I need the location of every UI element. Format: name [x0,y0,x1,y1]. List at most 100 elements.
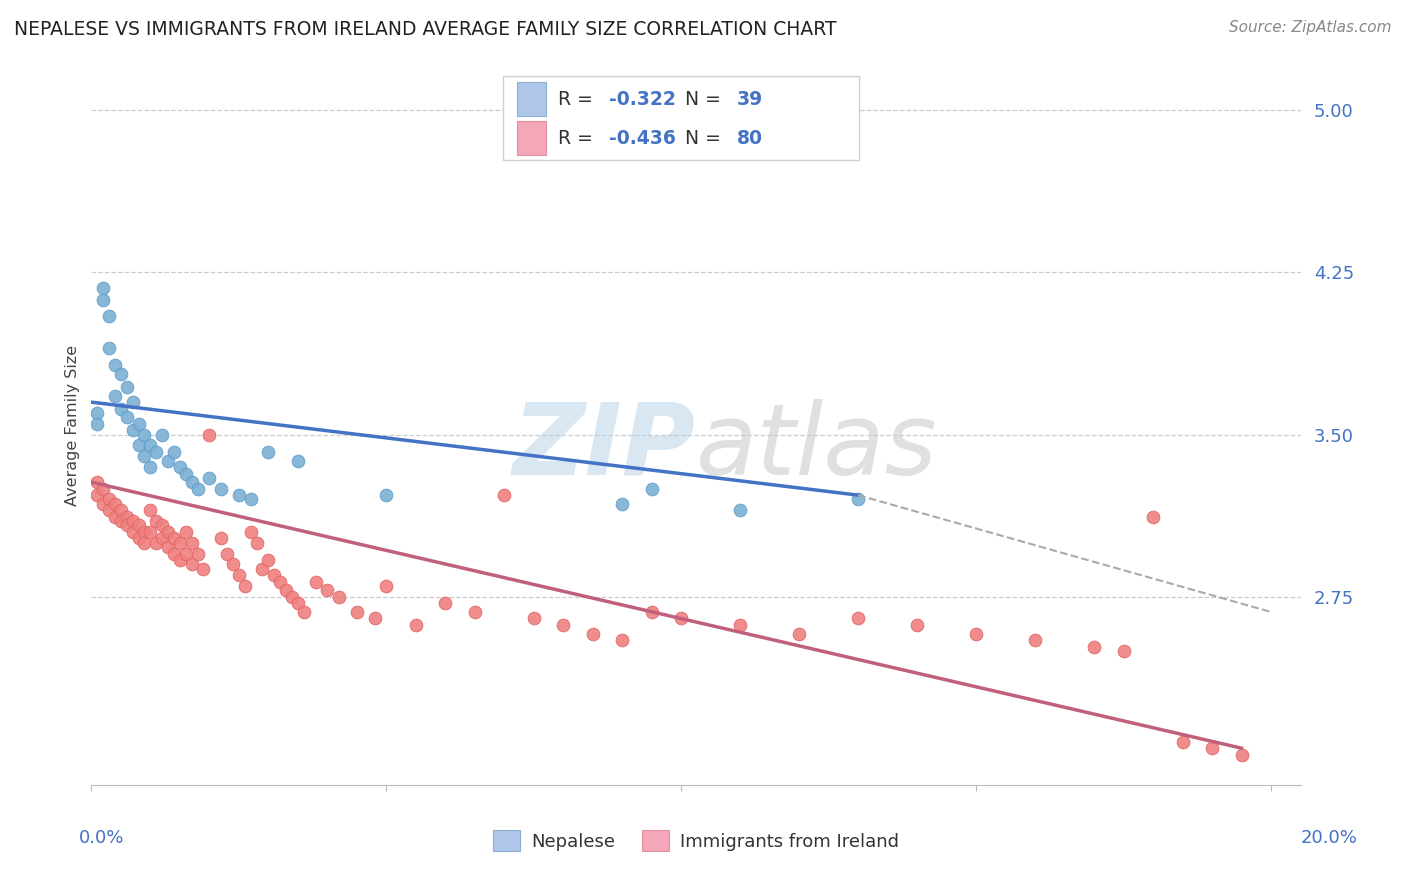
Point [174,547,197,561]
Text: 80: 80 [737,128,763,148]
Point [128,518,150,533]
Point [1201,741,1223,756]
Point [169,535,191,549]
Point [582,626,605,640]
Point [110,503,132,517]
Point [139,460,162,475]
Point [134,449,156,463]
Point [328,590,350,604]
FancyBboxPatch shape [502,76,859,161]
Point [269,574,291,589]
Point [139,438,162,452]
Point [134,535,156,549]
Point [846,492,869,507]
Point [174,524,197,539]
Point [553,618,575,632]
Point [215,547,238,561]
Point [145,445,167,459]
Point [98,503,121,517]
Point [641,482,664,496]
Text: -0.322: -0.322 [609,90,676,109]
Point [1083,640,1105,654]
Point [198,471,221,485]
Point [245,535,267,549]
Point [494,488,516,502]
Point [115,380,138,394]
Point [375,488,398,502]
Point [91,280,114,294]
FancyBboxPatch shape [517,82,546,117]
Point [86,488,108,502]
FancyBboxPatch shape [517,121,546,155]
Point [86,417,108,431]
Point [222,558,245,572]
Point [110,401,132,416]
Text: ZIP: ZIP [513,399,696,496]
Point [145,535,167,549]
Point [787,626,810,640]
Point [965,626,987,640]
Point [1024,633,1046,648]
Point [91,497,114,511]
Point [128,438,150,452]
Legend: Nepalese, Immigrants from Ireland: Nepalese, Immigrants from Ireland [486,823,905,858]
Point [157,524,180,539]
Point [110,514,132,528]
Text: 0.0%: 0.0% [79,829,124,847]
Point [150,427,173,442]
Y-axis label: Average Family Size: Average Family Size [65,345,80,507]
Point [104,497,127,511]
Point [98,309,121,323]
Point [86,475,108,490]
Point [728,618,751,632]
Point [239,524,262,539]
Point [375,579,398,593]
Text: R =: R = [558,128,599,148]
Point [193,562,215,576]
Text: 39: 39 [737,90,763,109]
Point [187,547,209,561]
Point [287,453,309,467]
Point [121,423,143,437]
Point [187,482,209,496]
Point [239,492,262,507]
Point [905,618,928,632]
Text: NEPALESE VS IMMIGRANTS FROM IRELAND AVERAGE FAMILY SIZE CORRELATION CHART: NEPALESE VS IMMIGRANTS FROM IRELAND AVER… [14,20,837,38]
Point [86,406,108,420]
Point [128,417,150,431]
Point [233,579,256,593]
Point [304,574,326,589]
Point [110,367,132,381]
Point [121,524,143,539]
Point [104,389,127,403]
Point [523,611,546,625]
Point [150,532,173,546]
Point [139,524,162,539]
Point [1112,644,1135,658]
Point [228,488,250,502]
Text: N =: N = [673,128,727,148]
Point [145,514,167,528]
Point [139,503,162,517]
Point [180,475,202,490]
Text: atlas: atlas [696,399,938,496]
Point [209,532,232,546]
Point [104,509,127,524]
Point [91,293,114,308]
Point [134,524,156,539]
Point [287,596,309,610]
Point [728,503,751,517]
Point [91,482,114,496]
Point [121,514,143,528]
Text: 20.0%: 20.0% [1301,829,1357,847]
Point [405,618,427,632]
Point [134,427,156,442]
Point [98,492,121,507]
Text: R =: R = [558,90,599,109]
Text: N =: N = [673,90,727,109]
Point [257,553,280,567]
Point [274,583,297,598]
Point [257,445,280,459]
Point [180,558,202,572]
Point [163,532,186,546]
